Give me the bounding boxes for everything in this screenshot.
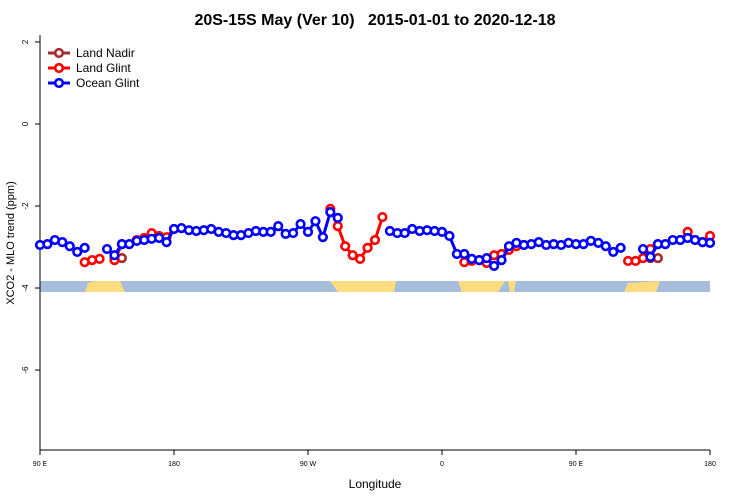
point bbox=[489, 260, 500, 271]
point bbox=[101, 243, 113, 255]
point bbox=[288, 227, 299, 239]
land-patch bbox=[508, 281, 516, 292]
x-tick-label: 180 bbox=[704, 461, 716, 468]
land-patch bbox=[330, 281, 396, 292]
point bbox=[64, 241, 75, 252]
point bbox=[265, 226, 276, 237]
point bbox=[325, 207, 336, 218]
land-patch bbox=[458, 281, 505, 292]
point bbox=[57, 236, 68, 248]
point bbox=[369, 234, 381, 246]
point bbox=[302, 226, 314, 237]
point bbox=[310, 216, 321, 227]
point bbox=[332, 220, 343, 232]
surface-mask bbox=[40, 281, 710, 292]
point bbox=[273, 220, 284, 232]
point bbox=[377, 211, 388, 223]
point bbox=[660, 239, 671, 250]
point bbox=[295, 218, 306, 230]
land-patch bbox=[624, 281, 660, 292]
x-tick-label: 0 bbox=[440, 461, 444, 468]
point bbox=[161, 236, 172, 248]
legend-marker bbox=[53, 47, 65, 59]
point bbox=[154, 232, 165, 244]
legend-label: Land Nadir bbox=[76, 46, 135, 60]
point bbox=[459, 248, 470, 260]
point bbox=[600, 241, 611, 252]
point bbox=[637, 243, 649, 255]
y-tick-label: -2 bbox=[21, 202, 30, 210]
point bbox=[109, 250, 120, 261]
point bbox=[42, 239, 53, 250]
y-tick-label: 0 bbox=[21, 121, 30, 126]
point bbox=[347, 250, 358, 261]
point bbox=[362, 242, 373, 253]
point bbox=[72, 246, 83, 258]
y-tick-label: -4 bbox=[21, 284, 30, 292]
point bbox=[355, 253, 366, 265]
point bbox=[704, 237, 716, 249]
point bbox=[645, 251, 656, 262]
point bbox=[436, 226, 448, 237]
point bbox=[94, 253, 105, 265]
point bbox=[332, 212, 343, 223]
land-patch bbox=[85, 281, 125, 292]
point bbox=[481, 252, 492, 264]
point bbox=[615, 242, 626, 253]
y-tick-label: -6 bbox=[21, 366, 30, 374]
x-tick-label: 90 E bbox=[33, 461, 48, 468]
point bbox=[496, 255, 507, 266]
series bbox=[34, 207, 716, 271]
x-tick-label: 90 W bbox=[300, 461, 317, 468]
point bbox=[340, 241, 351, 252]
point bbox=[444, 230, 455, 242]
point bbox=[399, 227, 410, 239]
legend-marker bbox=[53, 62, 65, 74]
y-tick-label: 2 bbox=[21, 39, 30, 44]
x-tick-label: 180 bbox=[168, 461, 180, 468]
point bbox=[608, 246, 619, 258]
y-axis-label: XCO2 - MLO trend (ppm) bbox=[5, 181, 17, 304]
legend-label: Land Glint bbox=[76, 61, 131, 75]
x-axis-label: Longitude bbox=[349, 477, 402, 491]
chart-title: 20S-15S May (Ver 10) 2015-01-01 to 2020-… bbox=[194, 12, 555, 29]
legend-marker bbox=[53, 77, 65, 89]
point bbox=[79, 242, 90, 253]
legend-label: Ocean Glint bbox=[76, 76, 140, 90]
series bbox=[109, 252, 663, 265]
point bbox=[317, 232, 328, 243]
x-tick-label: 90 E bbox=[569, 461, 584, 468]
